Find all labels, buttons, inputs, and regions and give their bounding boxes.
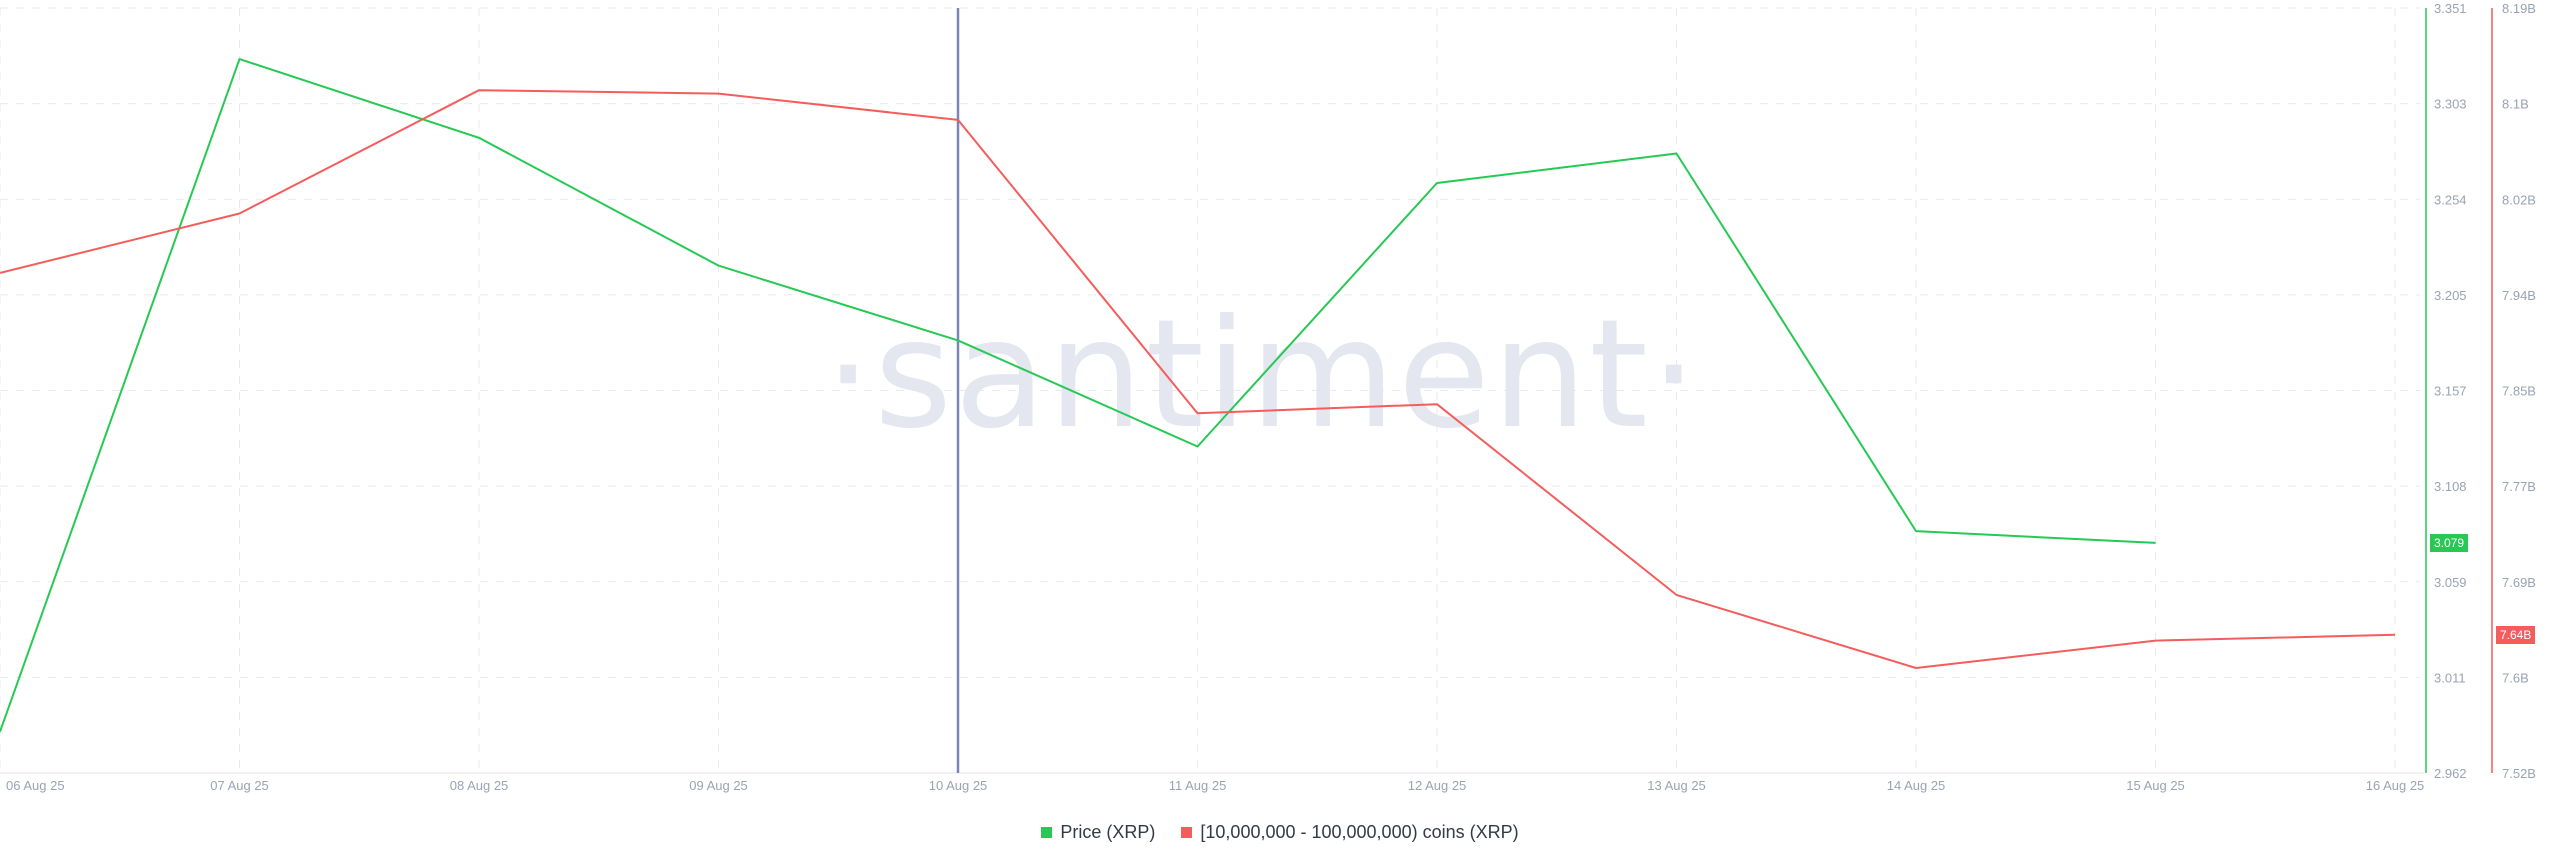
price-axis-tick-label: 3.059 (2434, 575, 2467, 590)
x-axis-ticks: 06 Aug 25 07 Aug 25 08 Aug 25 09 Aug 25 10 A… (6, 778, 2424, 793)
price-axis-tick-label: 3.351 (2434, 1, 2467, 16)
legend-item-price[interactable]: Price (XRP) (1041, 822, 1155, 843)
holders-last-value-badge: 7.64B (2496, 625, 2536, 644)
x-tick-label: 07 Aug 25 (210, 778, 269, 793)
price-axis-tick-label: 3.011 (2434, 670, 2466, 685)
holders-axis-tick-label: 7.69B (2502, 575, 2536, 590)
legend-item-holders[interactable]: [10,000,000 - 100,000,000) coins (XRP) (1181, 822, 1519, 843)
holders-axis-tick-label: 7.6B (2502, 670, 2529, 685)
price-axis-tick-label: 3.303 (2434, 97, 2467, 112)
price-axis-tick-label: 3.254 (2434, 192, 2467, 207)
x-tick-label: 08 Aug 25 (450, 778, 509, 793)
price-line (0, 58, 2156, 733)
x-tick-label: 09 Aug 25 (689, 778, 748, 793)
legend-swatch-holders (1181, 827, 1193, 838)
legend-swatch-price (1041, 827, 1053, 838)
santiment-watermark: ·santiment· (824, 288, 1699, 462)
holders-axis-tick-label: 7.85B (2502, 384, 2536, 399)
price-last-value-badge: 3.079 (2430, 533, 2469, 552)
x-tick-label: 16 Aug 25 (2366, 778, 2425, 793)
series (0, 58, 2396, 733)
holders-axis-tick-label: 8.1B (2502, 97, 2529, 112)
price-axis-tick-label: 3.157 (2434, 384, 2467, 399)
price-axis-tick-label: 3.205 (2434, 288, 2467, 303)
legend: Price (XRP) [10,000,000 - 100,000,000) c… (0, 822, 2560, 843)
x-tick-label: 14 Aug 25 (1887, 778, 1946, 793)
holders-line (0, 89, 2396, 669)
x-tick-label: 13 Aug 25 (1647, 778, 1706, 793)
holders-axis-tick-label: 8.19B (2502, 1, 2536, 16)
x-tick-label: 15 Aug 25 (2126, 778, 2185, 793)
x-tick-label: 11 Aug 25 (1169, 778, 1227, 793)
chart: ·santiment· 3.351 3.303 3.254 3.205 3.157 3.1… (0, 1, 2536, 793)
price-axis-tick-label: 3.108 (2434, 479, 2467, 494)
holders-axis-tick-label: 7.94B (2502, 288, 2536, 303)
price-axis-tick-label: 2.962 (2434, 766, 2467, 781)
legend-label-holders: [10,000,000 - 100,000,000) coins (XRP) (1200, 822, 1519, 842)
holders-axis-tick-label: 8.02B (2502, 192, 2536, 207)
x-tick-label: 10 Aug 25 (929, 778, 988, 793)
legend-label-price: Price (XRP) (1060, 822, 1156, 842)
holders-axis-tick-label: 7.77B (2502, 479, 2536, 494)
x-tick-label: 12 Aug 25 (1408, 778, 1467, 793)
x-tick-label: 06 Aug 25 (6, 778, 65, 793)
axes: 3.351 3.303 3.254 3.205 3.157 3.108 3.059 3.011… (0, 1, 2536, 781)
holders-axis-tick-label: 7.52B (2502, 766, 2536, 781)
